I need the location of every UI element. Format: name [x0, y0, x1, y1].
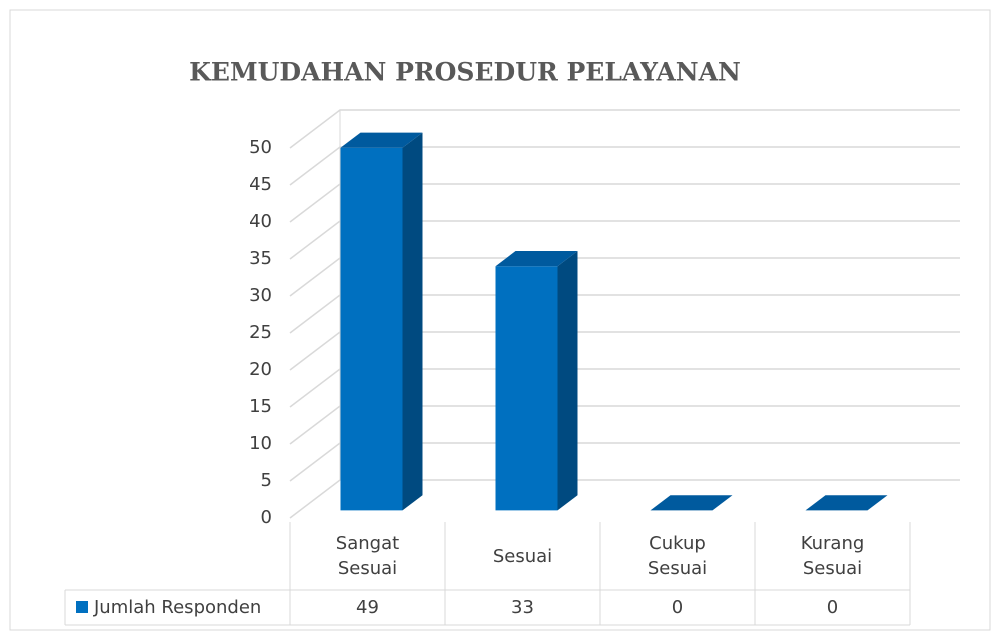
table-value-text: 0	[826, 597, 839, 618]
y-tick-label: 45	[249, 174, 272, 195]
x-tick-label: Sesuai	[445, 522, 600, 590]
y-tick-label: 15	[249, 396, 272, 417]
grid-line	[289, 220, 960, 260]
y-tick-label: 25	[249, 322, 272, 343]
y-tick-label: 10	[249, 433, 272, 454]
grid-line	[289, 331, 960, 371]
chart-title: KEMUDAHAN PROSEDUR PELAYANAN	[189, 58, 741, 87]
bar-front	[495, 266, 558, 511]
x-tick-label-text: Kurang Sesuai	[800, 533, 865, 579]
bar-front	[340, 147, 403, 511]
y-tick-label: 20	[249, 359, 272, 380]
y-tick-label: 5	[261, 470, 272, 491]
grid-line	[289, 442, 960, 482]
bar-side	[402, 132, 423, 511]
x-tick-label: Sangat Sesuai	[290, 522, 445, 590]
legend-label: Jumlah Responden	[93, 597, 261, 618]
bar	[495, 251, 578, 511]
x-tick-label-text: Cukup Sesuai	[647, 533, 708, 579]
grid-line	[289, 257, 960, 297]
x-tick-label: Kurang Sesuai	[755, 522, 910, 590]
grid-line	[289, 405, 960, 445]
legend-swatch	[76, 601, 88, 613]
table-value: 33	[445, 590, 600, 625]
table-value: 0	[755, 590, 910, 625]
bar-top	[495, 251, 578, 267]
y-tick-label: 35	[249, 248, 272, 269]
grid-line	[289, 109, 960, 149]
table-value-text: 49	[356, 597, 379, 618]
x-tick-label-text: Sangat Sesuai	[335, 533, 400, 579]
bar-top	[650, 495, 733, 511]
table-value: 0	[600, 590, 755, 625]
bar	[805, 495, 888, 511]
grid-line	[289, 146, 960, 186]
grid-line	[289, 479, 960, 519]
y-tick-label: 50	[249, 137, 272, 158]
grid-line	[289, 294, 960, 334]
bar	[340, 132, 423, 511]
table-value-text: 33	[511, 597, 534, 618]
bar-side	[557, 251, 578, 511]
table-value: 49	[290, 590, 445, 625]
table-value-text: 0	[671, 597, 684, 618]
x-tick-label: Cukup Sesuai	[600, 522, 755, 590]
x-tick-label-text: Sesuai	[492, 545, 553, 567]
grid-line	[289, 368, 960, 408]
bar-top	[805, 495, 888, 511]
bar	[650, 495, 733, 511]
y-tick-label: 0	[261, 507, 272, 528]
grid-line	[289, 183, 960, 223]
y-tick-label: 40	[249, 211, 272, 232]
bar-top	[340, 132, 423, 148]
y-tick-label: 30	[249, 285, 272, 306]
